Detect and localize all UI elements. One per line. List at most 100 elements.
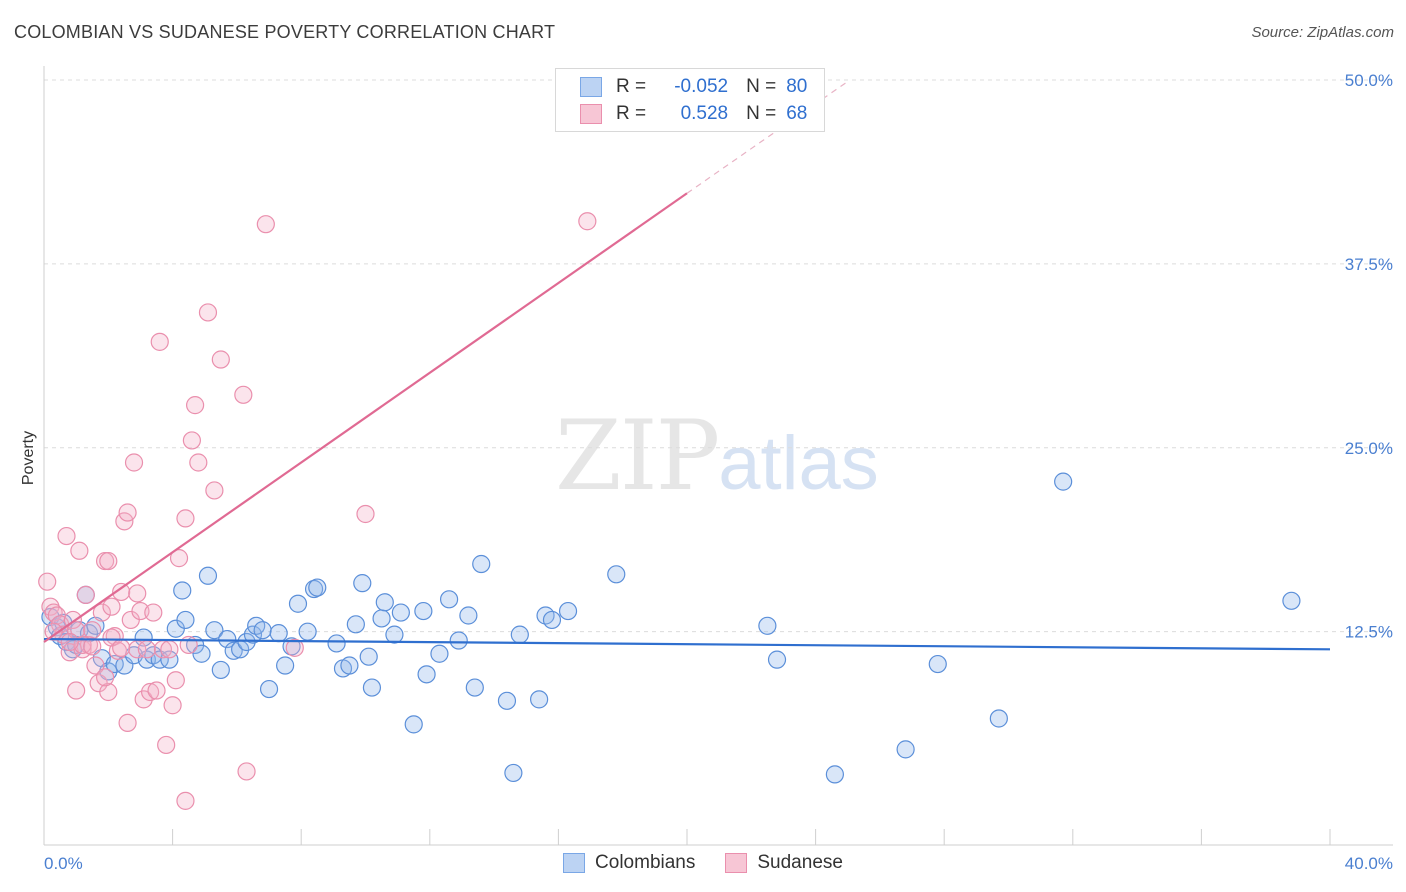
- y-tick-label: 25.0%: [1345, 439, 1393, 458]
- legend-n-value: 68: [786, 103, 808, 124]
- sudanese-point: [150, 332, 169, 351]
- sudanese-point: [124, 453, 144, 472]
- legend-r-label: R =: [616, 103, 647, 124]
- sudanese-point: [144, 603, 163, 622]
- sudanese-point: [83, 637, 102, 656]
- colombian-point: [176, 610, 195, 630]
- sudanese-point: [137, 640, 156, 659]
- sudanese-point: [160, 640, 179, 659]
- sudanese-label: Sudanese: [757, 852, 843, 873]
- sudanese-point: [189, 453, 208, 472]
- colombian-point: [346, 615, 365, 634]
- y-tick-label: 12.5%: [1345, 623, 1393, 642]
- sudanese-point: [86, 656, 105, 675]
- colombian-point: [472, 554, 491, 574]
- trend-lines: [43, 80, 1331, 651]
- sudanese-point: [198, 303, 218, 322]
- legend-r-label: R =: [616, 76, 647, 97]
- sudanese-point: [186, 396, 205, 415]
- sudanese-points: [38, 212, 597, 810]
- sudanese-point: [147, 681, 166, 700]
- colombian-point: [767, 650, 787, 669]
- colombian-point: [430, 644, 449, 663]
- colombian-point: [353, 574, 372, 593]
- sudanese-point: [102, 597, 121, 616]
- colombian-point: [928, 654, 947, 674]
- sudanese-point: [140, 682, 160, 702]
- sudanese-point: [99, 551, 118, 571]
- colombians-swatch: [563, 853, 586, 873]
- colombian-point: [497, 691, 517, 710]
- y-tick-label: 50.0%: [1345, 71, 1393, 90]
- sudanese-point: [237, 762, 256, 781]
- colombian-point: [1054, 472, 1073, 491]
- colombian-point: [224, 641, 243, 660]
- sudanese-point: [99, 682, 118, 702]
- sudanese-point: [134, 690, 153, 709]
- colombian-point: [259, 679, 279, 699]
- colombians-trend-line: [43, 637, 1331, 651]
- colombian-point: [530, 690, 549, 709]
- sudanese-point: [76, 585, 95, 605]
- sudanese-point: [211, 350, 230, 369]
- sudanese-point: [356, 504, 375, 524]
- colombian-point: [558, 601, 578, 621]
- sudanese-trend-line: [43, 192, 688, 643]
- colombian-point: [417, 665, 436, 684]
- sudanese-point: [118, 503, 137, 522]
- sudanese-point: [83, 621, 102, 640]
- colombian-point: [414, 601, 433, 621]
- colombian-point: [385, 625, 404, 644]
- colombian-point: [340, 656, 359, 675]
- colombians-label: Colombians: [595, 852, 696, 873]
- sudanese-point: [157, 735, 176, 755]
- sudanese-point: [166, 671, 185, 690]
- colombian-point: [269, 624, 288, 643]
- colombian-point: [237, 632, 256, 652]
- colombian-point: [391, 603, 410, 622]
- sudanese-point: [38, 572, 57, 591]
- axes: [43, 66, 1393, 846]
- bottom-legend-colombians: Colombians: [563, 852, 695, 874]
- colombian-point: [504, 763, 523, 783]
- sudanese-swatch: [725, 853, 748, 873]
- colombian-point: [510, 625, 529, 644]
- sudanese-point: [128, 584, 147, 603]
- tick-labels: 12.5% 25.0% 37.5% 50.0% 0.0% 40.0%: [44, 71, 1393, 873]
- colombian-point: [449, 631, 468, 650]
- y-axis-title: Poverty: [20, 431, 37, 485]
- sudanese-point: [118, 713, 137, 732]
- sudanese-point: [112, 638, 131, 657]
- colombian-point: [1282, 591, 1301, 610]
- sudanese-point: [169, 549, 189, 568]
- colombian-point: [758, 616, 777, 635]
- sudanese-point: [182, 431, 201, 450]
- colombian-point: [211, 660, 230, 680]
- sudanese-point: [163, 696, 182, 715]
- colombian-point: [989, 709, 1008, 728]
- legend-n-value: 80: [786, 76, 808, 97]
- colombian-point: [308, 578, 327, 597]
- sudanese-point: [44, 603, 63, 622]
- sudanese-point: [67, 681, 86, 700]
- sudanese-point: [578, 212, 597, 231]
- legend-row-sudanese: R = 0.528 N = 68: [580, 101, 807, 127]
- colombian-point: [253, 621, 272, 640]
- colombian-point: [359, 647, 378, 666]
- legend-swatch-sudanese: [580, 104, 602, 124]
- colombian-point: [205, 621, 224, 640]
- sudanese-point: [57, 526, 76, 546]
- colombian-point: [327, 634, 346, 653]
- sudanese-point: [176, 509, 195, 528]
- legend-n-label: N =: [746, 103, 777, 124]
- colombians-points: [41, 472, 1301, 784]
- colombian-point: [134, 628, 153, 647]
- colombian-point: [276, 656, 295, 675]
- colombian-point: [362, 678, 382, 697]
- sudanese-point: [112, 582, 131, 602]
- colombian-point: [825, 765, 844, 784]
- colombian-point: [465, 678, 484, 697]
- legend-n-label: N =: [746, 76, 777, 97]
- colombian-point: [542, 610, 562, 630]
